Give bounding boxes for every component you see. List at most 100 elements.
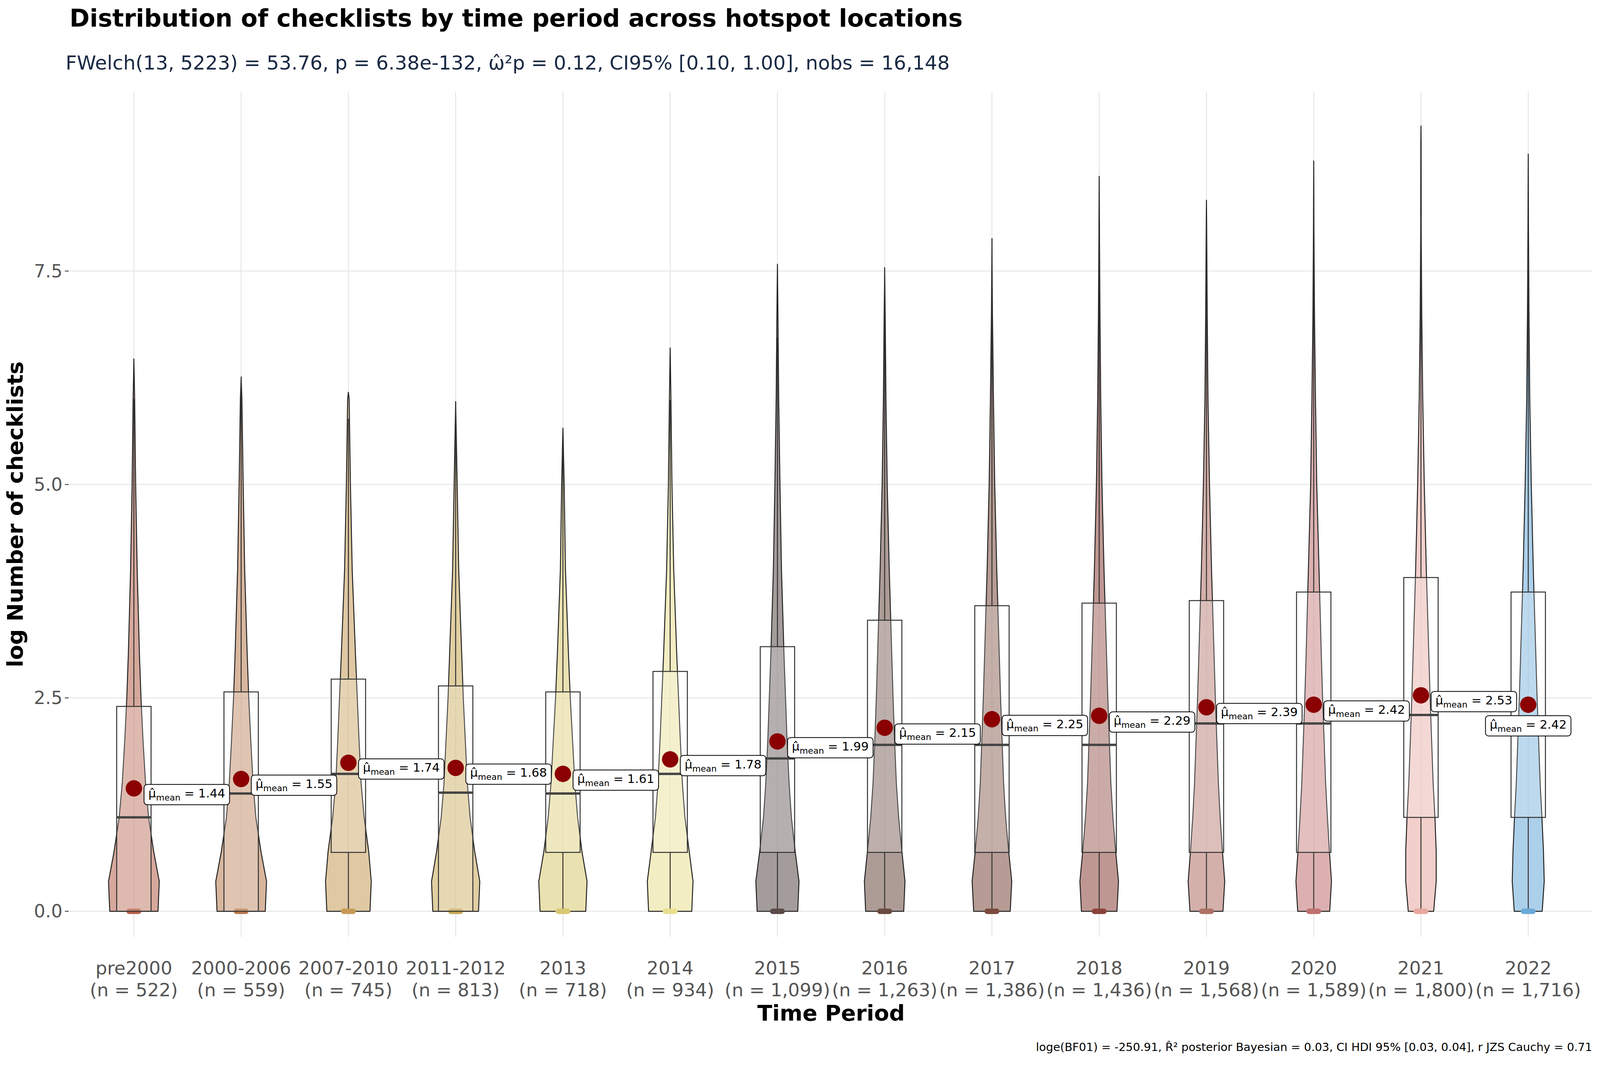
violin [755,264,800,911]
min-point [1308,908,1319,914]
mean-label: μ̂mean = 2.15 [894,723,981,745]
min-point [772,908,783,914]
median [974,743,1009,746]
mean-label-text: μ̂mean = 2.15 [899,725,977,742]
whisker-low [1205,852,1208,912]
title: Distribution of checklists by time perio… [69,3,963,33]
whisker-high [133,399,135,707]
median [1082,743,1117,746]
grid-line [69,910,1593,912]
mean-label-text: μ̂mean = 1.99 [791,739,869,756]
mean-label-box [1431,691,1517,712]
mean-label-box [358,758,445,779]
mean-label: μ̂mean = 1.78 [680,755,767,776]
mean-label-text: μ̂mean = 2.29 [1113,713,1191,730]
violin [108,358,160,912]
x-tick-label: 2007-2010 [298,957,399,979]
n-label: (n = 1,589) [1260,978,1367,1001]
y-axis-title: log Number of checklists [2,361,28,668]
min-point [558,908,568,914]
n-label: (n = 718) [518,978,607,1001]
n-label: (n = 1,386) [939,978,1045,1001]
mean-point [876,719,893,736]
whisker-high [1527,253,1529,592]
whisker-high [1313,201,1315,593]
whisker-high [991,238,993,606]
mean-label: μ̂mean = 1.55 [251,775,337,796]
mean-label-box [1216,703,1303,724]
x-tick-label: 2016 [861,957,909,979]
n-label: (n = 813) [411,978,500,1001]
grid-line [69,483,1593,486]
x-tick-label: 2000-2006 [191,957,292,979]
mean-label: μ̂mean = 1.44 [144,784,230,805]
n-label: (n = 1,099) [724,978,831,1001]
violin [864,267,906,911]
grid-line [69,270,1593,272]
mean-point [1519,696,1537,713]
mean-label-box [1323,700,1410,722]
mean-label-text: μ̂mean = 1.44 [148,785,226,803]
n-label: (n = 1,263) [832,978,938,1001]
mean-label: μ̂mean = 2.42 [1323,700,1410,722]
x-tick-label: 2022 [1504,957,1552,979]
whisker-low [562,852,564,912]
whisker-high [348,418,350,679]
n-label: (n = 1,800) [1368,978,1474,1001]
mean-label-box [144,784,230,805]
mean-point [1412,687,1430,704]
mean-label-box [680,755,767,776]
mean-label-box [787,737,874,758]
x-tick-label: pre2000 [95,957,173,979]
n-label: (n = 522) [89,978,178,1001]
whisker-low [1527,817,1529,911]
violin [431,401,481,911]
whisker-low [669,852,671,912]
mean-label-box [251,775,337,796]
x-tick-label: 2014 [646,957,694,979]
mean-label-text: μ̂mean = 2.39 [1221,704,1299,722]
x-tick-label: 2020 [1290,957,1338,979]
x-axis-title: Time Period [757,1000,906,1026]
mean-label-box [894,723,981,745]
x-tick-label: 2015 [753,957,801,979]
x-tick-label: 2011-2012 [405,957,506,979]
min-point [987,908,997,914]
x-tick-label: 2019 [1183,957,1231,979]
whisker-low [1420,817,1422,911]
whisker-high [1098,229,1100,604]
whisker-low [776,852,779,912]
mean-point [340,754,357,771]
mean-label: μ̂mean = 1.68 [465,763,552,784]
whisker-high [776,337,779,647]
mean-label-text: μ̂mean = 2.42 [1489,717,1567,734]
violin [647,347,693,911]
mean-point [1091,707,1108,724]
mean-label: μ̂mean = 2.53 [1431,691,1517,712]
n-label: (n = 1,716) [1475,978,1581,1001]
median [545,792,581,795]
violin [1080,176,1119,911]
mean-label-text: μ̂mean = 1.78 [684,757,762,774]
mean-label: μ̂mean = 2.42 [1485,715,1572,736]
chart: Distribution of checklists by time perio… [0,0,1600,1067]
whisker-low [1313,852,1315,912]
grid-line [69,697,1593,699]
mean-point [447,759,464,776]
violin [538,428,588,912]
y-tick-label: 5.0 [33,473,63,495]
mean-label-box [1001,715,1088,736]
x-tick-label: 2013 [539,957,587,979]
min-point [343,908,354,914]
mean-point [125,780,143,797]
min-point [880,908,890,914]
whisker-high [455,401,457,686]
mean-label-box [465,763,552,784]
min-point [1094,908,1104,914]
violin [1188,200,1225,911]
violin [325,392,372,911]
x-tick-label: 2021 [1397,957,1445,979]
mean-point [232,770,250,788]
min-point [665,908,675,914]
y-tick-label: 7.5 [33,260,63,282]
